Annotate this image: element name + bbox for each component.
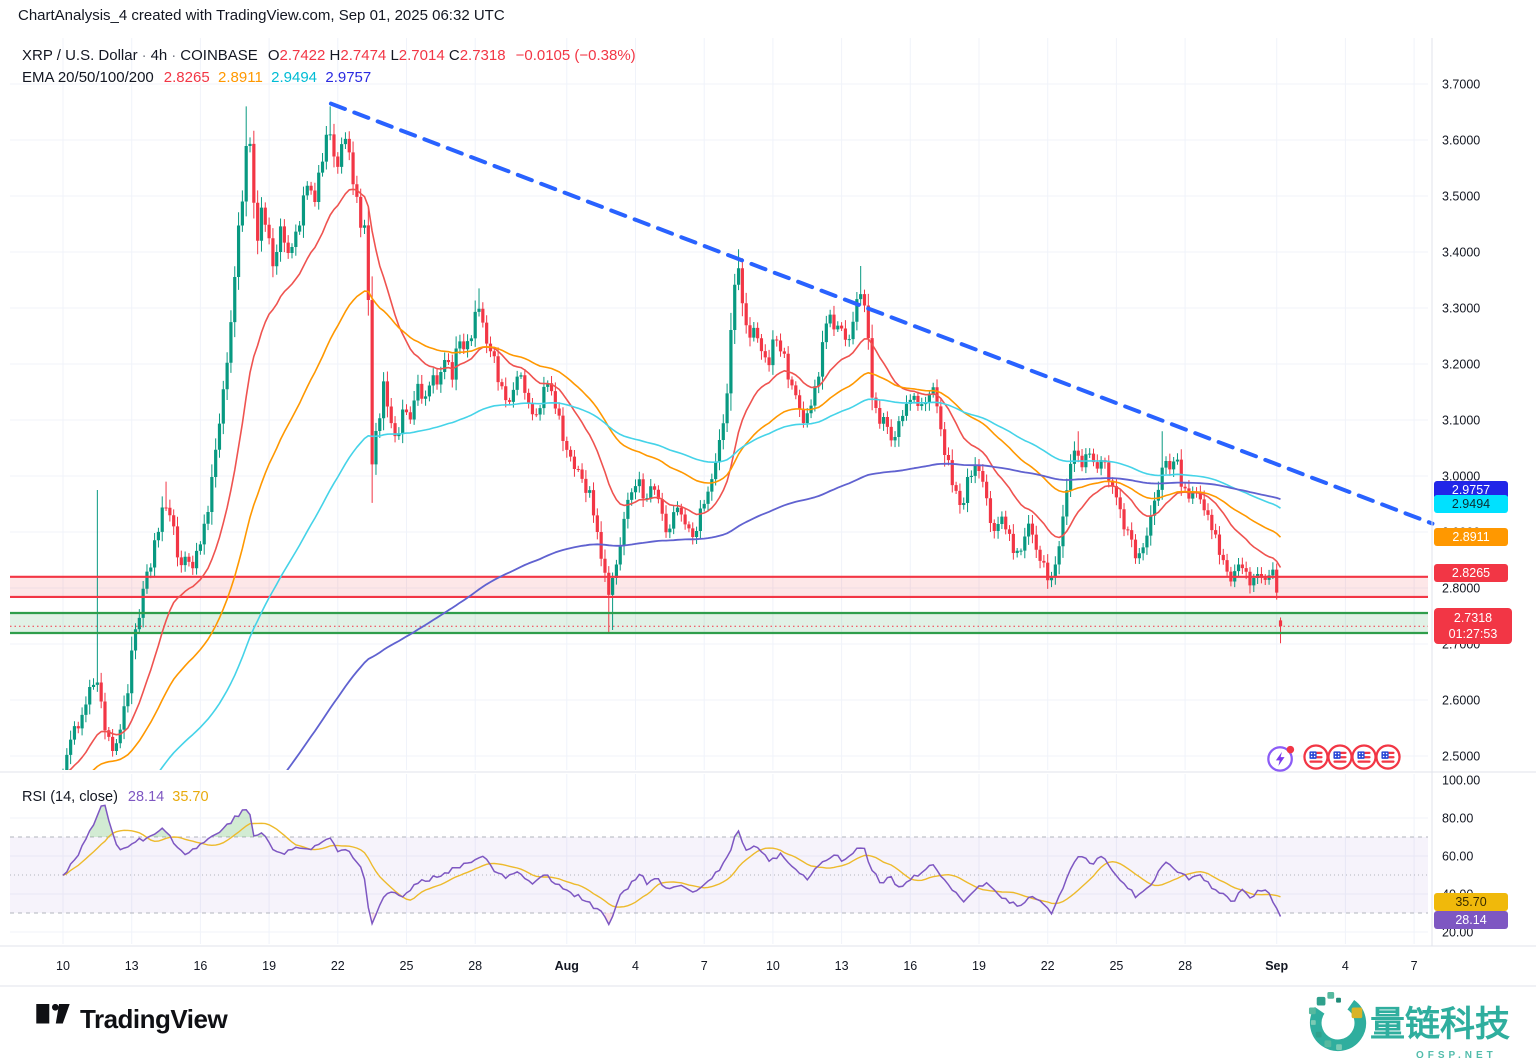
rsi-tick-label: 100.00	[1442, 774, 1480, 788]
rsi-indicator-label[interactable]: RSI (14, close)	[22, 789, 118, 805]
high-value: 2.7474	[340, 47, 387, 64]
ema200-value: 2.9757	[325, 69, 372, 86]
grid-layer	[10, 38, 1428, 944]
time-tick-label: 13	[125, 959, 139, 973]
time-tick-label: 10	[766, 959, 780, 973]
rsi-ma-axis-label: 35.70	[1434, 893, 1508, 911]
rsi-tick-label: 80.00	[1442, 812, 1473, 826]
time-tick-label: 25	[1109, 959, 1123, 973]
rsi-ma-value: 35.70	[172, 789, 209, 805]
time-tick-label: 28	[1178, 959, 1192, 973]
price-zones-fill-layer	[10, 576, 1428, 634]
price-tick-label: 3.5000	[1442, 190, 1480, 204]
last-price-value: 2.7318	[1453, 611, 1493, 625]
time-tick-label: Sep	[1265, 959, 1288, 973]
us-flag-event-icon[interactable]	[1374, 743, 1404, 773]
low-value: 2.7014	[398, 47, 445, 64]
interval-label[interactable]: 4h	[150, 47, 168, 64]
ema50-value: 2.8911	[218, 69, 263, 86]
ema100-price-label: 2.9494	[1434, 495, 1508, 513]
candles-layer	[62, 106, 1283, 770]
ema-indicator-label[interactable]: EMA 20/50/100/200	[22, 69, 154, 86]
watermark-text: 量链科技	[1370, 1004, 1511, 1044]
time-tick-label: Aug	[555, 959, 579, 973]
price-tick-label: 3.1000	[1442, 414, 1480, 428]
axes-layer[interactable]: 3.7000 3.6000 3.5000 3.4000 3.3000 3.2000 3.10…	[0, 38, 1536, 987]
symbol-legend: XRP / U.S. Dollar · 4h · COINBASE O2.7422 H2.…	[22, 47, 636, 64]
time-tick-label: 4	[1342, 959, 1349, 973]
bar-countdown: 01:27:53	[1448, 627, 1498, 641]
close-label: C	[448, 47, 460, 64]
open-label: O	[267, 47, 280, 64]
time-tick-label: 13	[835, 959, 849, 973]
price-tick-label: 2.6000	[1442, 694, 1480, 708]
time-tick-label: 7	[1411, 959, 1418, 973]
chart-title: ChartAnalysis_4 created with TradingView…	[18, 7, 505, 24]
price-tick-label: 3.2000	[1442, 358, 1480, 372]
time-tick-label: 25	[400, 959, 414, 973]
time-tick-label: 19	[972, 959, 986, 973]
close-value: 2.7318	[459, 47, 506, 64]
price-tick-label: 3.0000	[1442, 470, 1480, 484]
tradingview-wordmark: TradingView	[80, 1004, 228, 1034]
ema200-price-label: 2.9757	[1434, 481, 1508, 499]
ema20-value: 2.8265	[163, 69, 210, 86]
exchange-label: COINBASE	[180, 47, 258, 64]
time-tick-label: 28	[468, 959, 482, 973]
time-tick-label: 22	[1041, 959, 1055, 973]
time-tick-label: 10	[56, 959, 70, 973]
time-tick-label: 19	[262, 959, 276, 973]
time-tick-label: 7	[701, 959, 708, 973]
rsi-axis-label: 28.14	[1434, 911, 1508, 929]
ema100-value: 2.9494	[271, 69, 318, 86]
tradingview-logo-icon	[36, 1003, 70, 1035]
lightning-event-icon[interactable]	[1266, 743, 1296, 773]
price-tick-label: 2.8000	[1442, 582, 1480, 596]
time-tick-label: 4	[632, 959, 639, 973]
time-tick-label: 16	[193, 959, 207, 973]
change-value: −0.0105 (−0.38%)	[515, 47, 636, 64]
rsi-tick-label: 60.00	[1442, 850, 1473, 864]
rsi-tick-label: 20.00	[1442, 926, 1473, 940]
watermark-logo-icon	[1308, 991, 1370, 1058]
price-zones-lines-layer[interactable]	[10, 575, 1428, 635]
time-tick-label: 22	[331, 959, 345, 973]
rsi-legend: RSI (14, close) 28.14 35.70	[22, 789, 209, 805]
low-label: L	[390, 47, 399, 64]
symbol-name[interactable]: XRP / U.S. Dollar	[22, 47, 138, 64]
ema-lines-layer	[68, 188, 1282, 770]
price-tick-label: 3.7000	[1442, 78, 1480, 92]
tradingview-logo[interactable]: TradingView	[36, 1003, 228, 1035]
watermark: 量链科技 QFSP.NET	[1308, 991, 1536, 1058]
rsi-pane-layer	[10, 804, 1428, 927]
open-value: 2.7422	[279, 47, 326, 64]
price-tick-label: 3.6000	[1442, 134, 1480, 148]
trendline-layer[interactable]	[328, 101, 1435, 526]
us-flag-event-icon[interactable]	[1326, 743, 1356, 773]
price-tick-label: 2.5000	[1442, 750, 1480, 764]
ema20-price-label: 2.8265	[1434, 564, 1508, 582]
last-price-label: 2.7318 01:27:53	[1434, 608, 1512, 644]
time-tick-label: 16	[903, 959, 917, 973]
price-tick-label: 3.3000	[1442, 302, 1480, 316]
price-tick-label: 3.4000	[1442, 246, 1480, 260]
ema50-price-label: 2.8911	[1434, 528, 1508, 546]
us-flag-event-icon[interactable]	[1350, 743, 1380, 773]
rsi-value: 28.14	[127, 789, 165, 805]
high-label: H	[329, 47, 341, 64]
ema-legend: EMA 20/50/100/200 2.8265 2.8911 2.9494 2.…	[22, 69, 371, 86]
watermark-subtext: QFSP.NET	[1416, 1050, 1497, 1058]
